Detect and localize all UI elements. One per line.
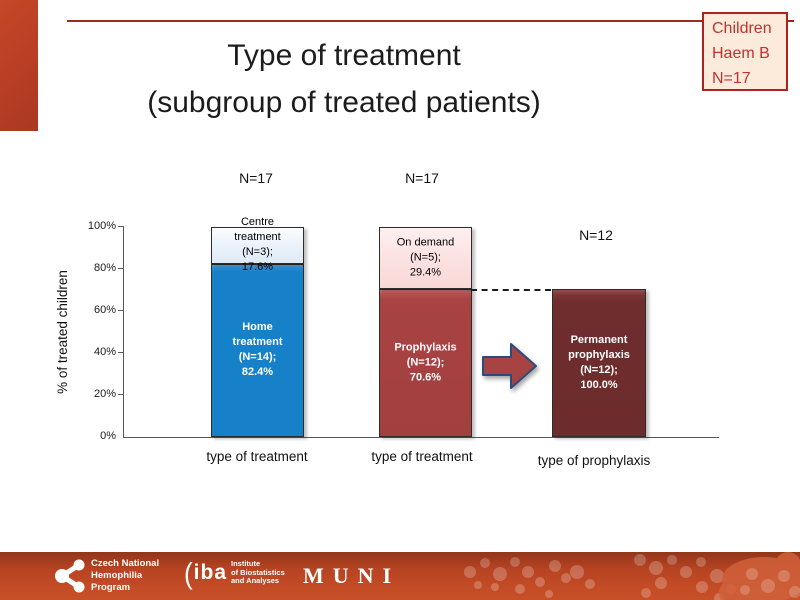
badge-line-2: Haem B bbox=[712, 45, 770, 62]
cnhp-line3: Program bbox=[91, 582, 131, 593]
ytick-0: 0% bbox=[100, 430, 116, 442]
x-label-bar2: type of treatment bbox=[371, 449, 473, 464]
bar-type-of-prophylaxis: Permanent prophylaxis (N=12); 100.0% bbox=[552, 227, 646, 437]
segment-home-treatment-label: Home treatment (N=14); 82.4% bbox=[232, 321, 283, 379]
tick-mark bbox=[118, 394, 124, 395]
ytick-20: 20% bbox=[93, 388, 116, 400]
iba-line2: of Biostatistics bbox=[231, 567, 285, 577]
iba-line3: and Analyses bbox=[231, 576, 280, 586]
n-label-bar2: N=17 bbox=[405, 170, 439, 186]
tick-mark bbox=[118, 352, 124, 353]
iba-line1: Institute bbox=[231, 559, 261, 569]
plot-area: Home treatment (N=14); 82.4% Centre trea… bbox=[118, 216, 719, 438]
footer-molecule-pattern bbox=[464, 552, 800, 600]
y-axis-title: % of treated children bbox=[55, 270, 70, 394]
bar-type-of-treatment-1: Home treatment (N=14); 82.4% Centre trea… bbox=[211, 216, 304, 437]
tick-mark bbox=[118, 226, 124, 227]
cnhp-molecule-icon bbox=[55, 559, 85, 593]
slide-title-line2: (subgroup of treated patients) bbox=[147, 86, 541, 119]
ytick-100: 100% bbox=[87, 220, 116, 232]
ytick-40: 40% bbox=[93, 346, 116, 358]
segment-home-treatment: Home treatment (N=14); 82.4% bbox=[211, 263, 304, 437]
segment-on-demand: On demand (N=5); 29.4% bbox=[379, 227, 472, 289]
footer-band: Czech National Hemophilia Program ( iba … bbox=[0, 552, 800, 600]
x-label-bar3: type of prophylaxis bbox=[537, 453, 651, 468]
n-label-bar1: N=17 bbox=[239, 170, 273, 186]
top-accent-line bbox=[67, 20, 794, 22]
tick-mark bbox=[118, 268, 124, 269]
segment-centre-treatment: Centre treatment (N=3); 17.6% bbox=[211, 216, 304, 273]
corner-accent-rect bbox=[0, 0, 38, 131]
ytick-80: 80% bbox=[93, 262, 116, 274]
iba-logo: ( iba Institute of Biostatistics and Ana… bbox=[184, 555, 285, 591]
segment-on-demand-label: On demand (N=5); 29.4% bbox=[396, 236, 455, 279]
n-label-bar3: N=12 bbox=[579, 227, 613, 243]
slide-title: Type of treatment (subgroup of treated p… bbox=[64, 32, 624, 126]
cnhp-line2: Hemophilia bbox=[91, 570, 143, 581]
tick-mark bbox=[118, 310, 124, 311]
segment-permanent-prophylaxis-label: Permanent prophylaxis (N=12); 100.0% bbox=[568, 333, 630, 391]
bar-type-of-treatment-2: Prophylaxis (N=12); 70.6% On demand (N=5… bbox=[379, 227, 472, 437]
badge-line-1: Children bbox=[712, 20, 772, 37]
segment-prophylaxis: Prophylaxis (N=12); 70.6% bbox=[379, 288, 472, 437]
iba-wordmark: iba bbox=[193, 561, 228, 584]
cnhp-logo: Czech National Hemophilia Program bbox=[54, 558, 159, 594]
badge-line-3: N=17 bbox=[712, 70, 751, 87]
czech-map-silhouette bbox=[719, 552, 800, 600]
subgroup-badge: Children Haem B N=17 bbox=[702, 12, 788, 91]
segment-prophylaxis-label: Prophylaxis (N=12); 70.6% bbox=[394, 341, 457, 384]
ytick-60: 60% bbox=[93, 304, 116, 316]
dashed-connector-line bbox=[471, 289, 551, 291]
x-label-bar1: type of treatment bbox=[206, 449, 308, 464]
segment-permanent-prophylaxis: Permanent prophylaxis (N=12); 100.0% bbox=[552, 288, 646, 437]
muni-logo: MUNI bbox=[303, 563, 401, 588]
transition-arrow-icon bbox=[481, 340, 538, 397]
segment-centre-treatment-label: Centre treatment (N=3); 17.6% bbox=[234, 216, 281, 274]
iba-arc-icon: ( bbox=[184, 555, 193, 591]
slide-title-line1: Type of treatment bbox=[227, 39, 461, 72]
cnhp-line1: Czech National bbox=[91, 558, 160, 569]
